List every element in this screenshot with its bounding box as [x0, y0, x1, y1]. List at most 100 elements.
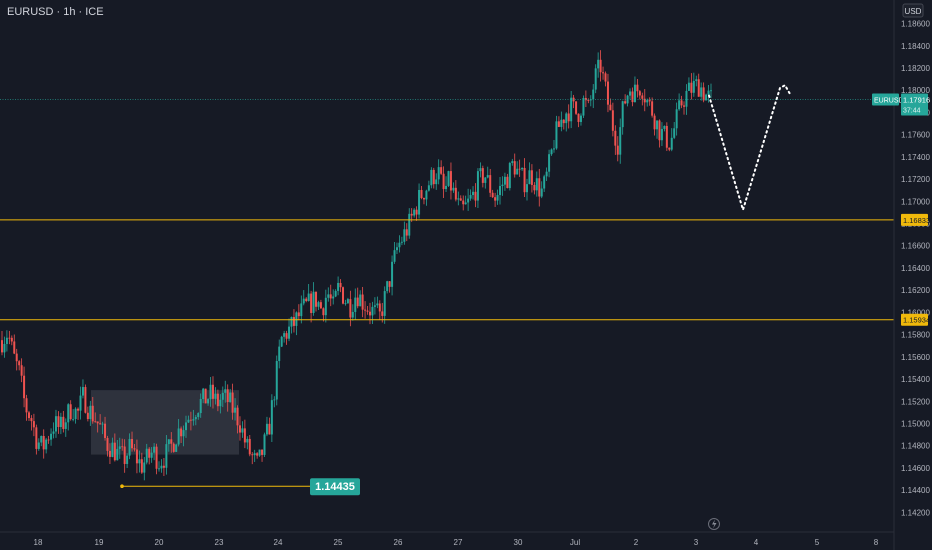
low-marker-label: 1.14435 [315, 481, 355, 493]
candle-body [457, 198, 460, 200]
candle-body [74, 408, 77, 420]
candle-body [643, 98, 646, 103]
candle-body [234, 407, 237, 413]
candle-body [315, 291, 318, 307]
candle-body [386, 281, 389, 292]
candle-body [79, 395, 82, 411]
candle-body [288, 326, 291, 339]
candle-body [23, 375, 26, 399]
candle-body [305, 298, 308, 302]
x-tick-label: 27 [454, 538, 463, 547]
candle-body [126, 455, 129, 464]
x-tick-label: 24 [274, 538, 283, 547]
candle-body [705, 94, 708, 101]
y-tick-label: 1.18000 [901, 86, 930, 95]
lightning-icon[interactable] [708, 518, 720, 530]
candle-body [113, 442, 116, 461]
x-tick-label: 25 [334, 538, 343, 547]
candle-body [486, 175, 489, 178]
candle-body [516, 168, 519, 175]
candle-body [670, 137, 673, 150]
candle-body [91, 405, 94, 422]
candle-body [668, 147, 671, 150]
candle-body [376, 303, 379, 306]
candle-body [25, 398, 28, 413]
candle-body [54, 416, 57, 432]
candle-body [621, 101, 624, 128]
candle-body [118, 446, 121, 449]
candle-body [472, 191, 475, 196]
candle-body [700, 87, 703, 97]
candle-body [346, 299, 349, 304]
candle-body [491, 192, 494, 198]
candle-body [236, 407, 239, 426]
candle-body [153, 446, 156, 453]
candles-layer [1, 50, 712, 481]
candle-body [275, 361, 278, 400]
candle-body [503, 176, 506, 185]
chart-title: EURUSD · 1h · ICE [7, 6, 104, 18]
candle-body [408, 213, 411, 236]
y-tick-label: 1.18600 [901, 20, 930, 29]
candle-body [133, 448, 136, 450]
candle-body [96, 421, 99, 424]
candle-body [577, 113, 580, 122]
candle-body [592, 89, 595, 100]
y-tick-label: 1.16000 [901, 308, 930, 317]
candle-body [209, 384, 212, 400]
candle-body [435, 179, 438, 185]
candle-body [50, 433, 53, 440]
y-tick-label: 1.16600 [901, 242, 930, 251]
x-tick-label: 19 [95, 538, 104, 547]
x-tick-label: Jul [570, 538, 580, 547]
candle-body [337, 282, 340, 291]
candle-body [469, 195, 472, 199]
y-tick-label: 1.14600 [901, 464, 930, 473]
candle-body [20, 365, 23, 376]
price-axis[interactable]: USD1.186001.184001.182001.180001.178001.… [893, 0, 932, 550]
y-tick-label: 1.15600 [901, 353, 930, 362]
candle-body [111, 442, 114, 457]
candle-body [383, 291, 386, 316]
candle-body [302, 298, 305, 304]
candle-body [192, 419, 195, 421]
candle-body [420, 189, 423, 199]
candle-body [312, 291, 315, 313]
y-tick-label: 1.14200 [901, 508, 930, 517]
low-marker-tag [310, 478, 360, 496]
candle-body [665, 125, 668, 148]
candle-body [106, 437, 109, 451]
candle-body [268, 423, 271, 435]
y-tick-label: 1.17400 [901, 153, 930, 162]
time-axis[interactable]: 18 19 20 23 24 25 26 27 30 Jul 2 3 4 5 8 [0, 531, 894, 547]
candle-body [332, 296, 335, 299]
candle-body [587, 100, 590, 102]
candle-body [180, 428, 183, 437]
candle-body [381, 311, 384, 316]
candle-body [170, 439, 173, 444]
candle-body [660, 128, 663, 141]
candle-body [231, 392, 234, 413]
candle-body [506, 176, 509, 189]
candle-body [575, 101, 578, 114]
candle-body [594, 68, 597, 90]
y-tick-label: 1.14800 [901, 442, 930, 451]
candle-body [162, 465, 165, 468]
candle-body [540, 188, 543, 197]
candle-body [292, 317, 295, 326]
candle-body [656, 120, 659, 130]
x-tick-label: 4 [754, 538, 759, 547]
candle-body [52, 431, 55, 434]
candle-body [442, 173, 445, 190]
x-tick-label: 26 [394, 538, 403, 547]
candle-body [243, 428, 246, 443]
candle-body [474, 191, 477, 201]
candle-body [224, 389, 227, 393]
projection-layer [708, 83, 792, 214]
levels-layer [0, 99, 894, 321]
candle-body [175, 444, 178, 452]
candle-body [388, 281, 391, 287]
x-tick-label: 8 [874, 538, 879, 547]
